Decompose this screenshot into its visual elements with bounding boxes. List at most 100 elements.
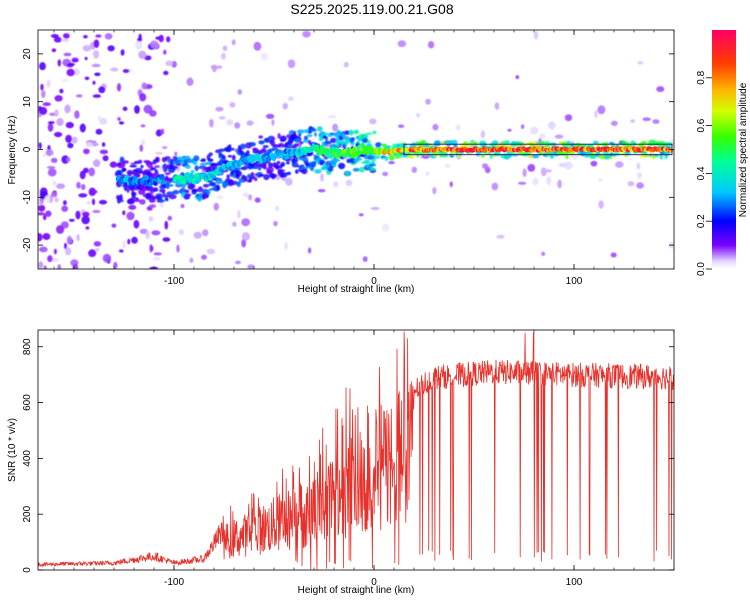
spectrogram-noise-blob (212, 64, 217, 73)
spectrogram-noise-blob (65, 247, 72, 256)
spectrogram-noise-blob (541, 251, 546, 256)
spectrogram-scatter-blob (248, 142, 256, 147)
spectrogram-noise-blob (47, 121, 55, 125)
spectrogram-noise-blob (158, 34, 164, 43)
spectrogram-scatter-blob (497, 151, 501, 156)
spectrogram-scatter-blob (286, 171, 292, 176)
spectrogram-noise-blob (611, 120, 618, 127)
spectrogram-scatter-blob (154, 165, 161, 169)
spectrogram-noise-blob (398, 124, 405, 128)
spectrogram-scatter-blob (126, 169, 133, 177)
spectrogram-scatter-blob (121, 167, 127, 172)
spectrogram-scatter-blob (330, 137, 337, 143)
x-tick-label: 100 (566, 276, 583, 287)
spectrogram-noise-blob (39, 62, 46, 71)
spectrogram-scatter-blob (162, 193, 166, 198)
spectrogram-scatter-blob (549, 152, 555, 159)
spectrogram-noise-blob (40, 83, 44, 91)
spectrogram-x-axis-label: Height of straight line (km) (298, 284, 415, 295)
spectrogram-noise-blob (65, 134, 72, 143)
spectrogram-noise-blob (75, 94, 83, 98)
spectrogram-noise-blob (63, 33, 70, 39)
y-tick-label: -10 (22, 190, 33, 205)
spectrogram-scatter-blob (609, 152, 614, 156)
spectrogram-noise-blob (597, 105, 606, 115)
spectrogram-noise-blob (57, 264, 62, 269)
spectrogram-noise-blob (554, 134, 564, 139)
spectrogram-scatter-blob (254, 177, 258, 182)
spectrogram-scatter-blob (226, 174, 230, 179)
spectrogram-noise-blob (43, 214, 47, 221)
spectrogram-noise-blob (193, 231, 202, 239)
spectrogram-scatter-blob (301, 168, 308, 175)
spectrogram-scatter-blob (532, 154, 540, 159)
spectrogram-y-axis-label: Frequency (Hz) (7, 116, 18, 185)
y-tick-label: 20 (22, 48, 33, 60)
spectrogram-noise-blob (53, 36, 62, 43)
spectrogram-scatter-blob (277, 133, 281, 139)
spectrogram-scatter-blob (312, 160, 317, 165)
spectrogram-scatter-blob (263, 137, 271, 143)
spectrogram-noise-blob (527, 164, 536, 172)
spectrogram-scatter-blob (226, 145, 232, 152)
spectrogram-noise-blob (99, 149, 109, 155)
spectrogram-ridge-cell (285, 153, 290, 160)
spectrogram-noise-blob (102, 155, 109, 162)
spectrogram-scatter-blob (172, 167, 176, 171)
spectrogram-noise-blob (42, 102, 51, 107)
spectrogram-noise-blob (215, 106, 224, 112)
spectrogram-noise-blob (163, 49, 167, 55)
spectrogram-noise-blob (164, 220, 169, 230)
spectrogram-scatter-blob (491, 140, 499, 145)
spectrogram-scatter-blob (233, 166, 242, 171)
spectrogram-noise-blob (39, 200, 43, 206)
snr-x-axis-label: Height of straight line (km) (298, 585, 415, 596)
spectrogram-noise-blob (288, 96, 294, 101)
spectrogram-noise-blob (247, 264, 255, 269)
spectrogram-noise-blob (93, 241, 102, 247)
spectrogram-noise-blob (253, 41, 262, 51)
spectrogram-noise-blob (517, 181, 527, 185)
spectrogram-noise-blob (162, 237, 171, 242)
spectrogram-scatter-blob (214, 164, 218, 168)
spectrogram-noise-blob (507, 128, 512, 132)
spectrogram-noise-blob (237, 89, 243, 95)
spectrogram-noise-blob (54, 197, 59, 203)
spectrogram-noise-blob (656, 86, 665, 93)
spectrogram-noise-blob (98, 199, 108, 205)
spectrogram-noise-blob (610, 252, 617, 258)
spectrogram-ridge-cell (267, 156, 272, 162)
spectrogram-noise-blob (72, 263, 79, 269)
spectrogram-noise-blob (220, 52, 226, 60)
spectrogram-scatter-blob (215, 178, 223, 185)
spectrogram-scatter-blob (140, 164, 144, 169)
spectrogram-scatter-blob (161, 190, 166, 194)
spectrogram-scatter-blob (207, 158, 214, 162)
spectrogram-noise-blob (590, 160, 598, 167)
spectrogram-scatter-blob (243, 175, 248, 182)
spectrogram-ridge-cell (161, 179, 166, 185)
spectrogram-scatter-blob (480, 154, 485, 158)
spectrogram-noise-blob (548, 121, 556, 130)
spectrogram-scatter-blob (235, 170, 242, 177)
spectrogram-noise-blob (369, 118, 377, 125)
x-tick-label: -100 (164, 276, 184, 287)
spectrogram-scatter-blob (433, 140, 442, 147)
spectrogram-scatter-blob (118, 196, 123, 202)
spectrogram-noise-blob (188, 77, 193, 86)
spectrogram-scatter-blob (394, 156, 400, 159)
spectrogram-scatter-blob (276, 165, 280, 170)
spectrogram-scatter-blob (143, 160, 151, 163)
spectrogram-noise-blob (135, 40, 143, 50)
spectrogram-noise-blob (99, 118, 108, 125)
spectrogram-marks (38, 30, 674, 269)
spectrogram-scatter-blob (380, 155, 387, 159)
y-tick-label: 400 (22, 450, 33, 467)
spectrogram-noise-blob (382, 223, 390, 232)
spectrogram-noise-blob (68, 218, 75, 222)
snr-frame (37, 329, 675, 571)
snr-ticks: -100 0 100 0 200 400 600 800 (22, 330, 675, 588)
spectrogram-noise-blob (51, 191, 58, 198)
spectrogram-scatter-blob (138, 159, 143, 164)
spectrogram-noise-blob (615, 161, 624, 168)
